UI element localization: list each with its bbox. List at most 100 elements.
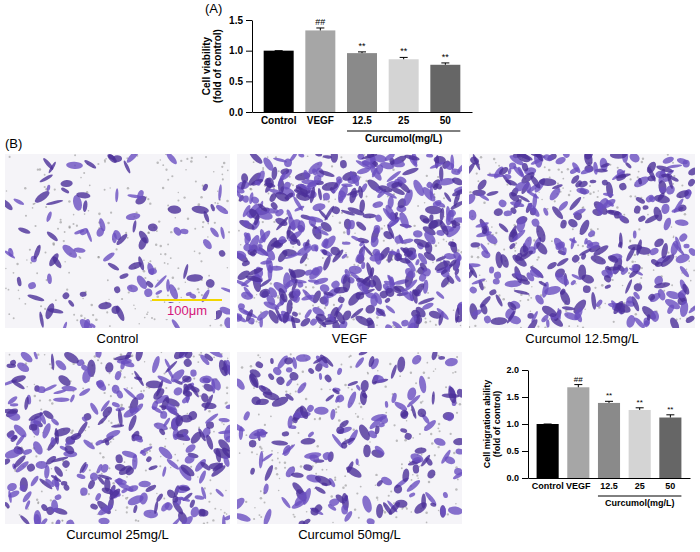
stained-cell [633, 205, 642, 215]
stained-cell [513, 180, 527, 193]
membrane-pore [549, 176, 551, 178]
stained-cell [674, 219, 689, 227]
membrane-pore [256, 294, 257, 295]
membrane-pore [126, 476, 128, 478]
stained-cell [679, 300, 689, 317]
stained-cell [454, 274, 462, 283]
membrane-pore [185, 169, 187, 171]
membrane-pore [538, 192, 539, 193]
stained-cell [289, 154, 298, 162]
stained-cell [321, 248, 328, 256]
membrane-pore [149, 443, 151, 445]
membrane-pore [16, 263, 18, 265]
stained-cell [237, 180, 250, 191]
membrane-pore [9, 156, 11, 158]
membrane-pore [100, 362, 102, 364]
membrane-pore [49, 363, 51, 365]
stained-cell [321, 181, 339, 193]
stained-cell [215, 488, 225, 498]
membrane-pore [584, 309, 585, 310]
stained-cell [495, 251, 504, 268]
micrograph-label: Control [97, 331, 139, 346]
membrane-pore [158, 220, 160, 222]
stained-cell [672, 197, 685, 214]
membrane-pore [147, 232, 149, 234]
stained-cell [513, 289, 530, 296]
stained-cell [46, 230, 60, 243]
membrane-pore [487, 243, 489, 245]
stained-cell [543, 285, 562, 297]
membrane-pore [13, 272, 15, 274]
membrane-pore [29, 249, 31, 251]
stained-cell [413, 230, 423, 238]
membrane-pore [519, 300, 521, 302]
membrane-pore [228, 231, 230, 233]
membrane-pore [156, 162, 158, 164]
stained-cell [391, 181, 401, 189]
membrane-pore [44, 186, 46, 188]
membrane-pore [88, 426, 90, 428]
stained-cell [612, 300, 625, 316]
membrane-pore [226, 513, 228, 515]
stained-cell [6, 482, 18, 493]
stained-cell [509, 200, 524, 208]
stained-cell [409, 322, 418, 328]
stained-cell [322, 254, 333, 271]
figure: (A)(B)ControlVEGFCurcumol 12.5mg/LCurcum… [0, 0, 700, 552]
membrane-pore [200, 260, 202, 262]
membrane-pore [437, 176, 439, 178]
membrane-pore [5, 268, 6, 269]
stained-cell [24, 396, 30, 410]
stained-cell [27, 281, 37, 290]
membrane-pore [541, 199, 543, 201]
stained-cell [557, 308, 562, 320]
stained-cell [508, 242, 516, 250]
stained-cell [105, 362, 114, 373]
membrane-pore [187, 217, 189, 219]
stained-cell [504, 173, 512, 179]
stained-cell [423, 218, 430, 223]
stained-cell [55, 519, 62, 524]
stained-cell [603, 274, 613, 284]
stained-cell [162, 466, 167, 477]
stained-cell [137, 236, 148, 251]
membrane-pore [486, 280, 487, 281]
membrane-pore [139, 323, 140, 324]
membrane-pore [613, 321, 615, 323]
membrane-pore [223, 423, 225, 425]
membrane-pore [622, 285, 624, 287]
stained-cell [607, 254, 620, 265]
membrane-pore [115, 509, 117, 511]
membrane-pore [108, 467, 110, 469]
stained-cell [89, 402, 100, 416]
stained-cell [646, 166, 657, 183]
membrane-pore [54, 188, 56, 190]
membrane-pore [84, 317, 86, 319]
membrane-pore [52, 242, 55, 245]
membrane-pore [135, 519, 137, 521]
membrane-pore [37, 502, 39, 504]
membrane-pore [131, 373, 133, 375]
membrane-pore [148, 232, 150, 234]
stained-cell [647, 314, 651, 320]
stained-cell [647, 293, 656, 302]
stained-cell [443, 191, 452, 202]
membrane-pore [568, 325, 570, 327]
stained-cell [558, 242, 565, 249]
stained-cell [630, 263, 640, 273]
stained-cell [210, 203, 216, 211]
stained-cell [438, 220, 450, 237]
membrane-pore [572, 228, 574, 230]
membrane-pore [149, 202, 151, 204]
stained-cell [632, 174, 650, 189]
stained-cell [435, 307, 450, 321]
membrane-pore [66, 289, 68, 291]
stained-cell [659, 252, 676, 269]
membrane-pore [270, 282, 272, 284]
stained-cell [209, 226, 221, 238]
membrane-pore [253, 161, 255, 163]
membrane-pore [672, 183, 674, 185]
stained-cell [539, 178, 557, 187]
membrane-pore [82, 387, 84, 389]
stained-cell [165, 154, 179, 166]
